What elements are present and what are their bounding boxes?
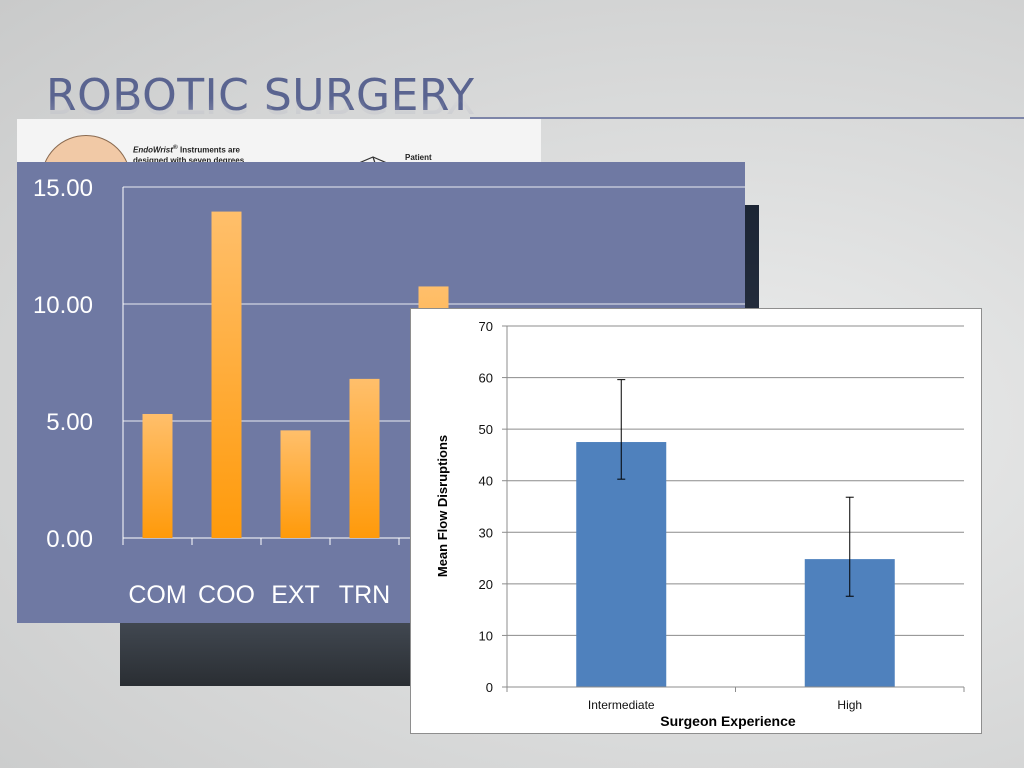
- caption-line1: Instruments are: [177, 145, 241, 155]
- y-tick-label-3: 15.00: [33, 175, 93, 202]
- caption-brand: EndoWrist: [133, 145, 173, 155]
- y-tick-label-7: 70: [479, 319, 493, 334]
- y-tick-label-3: 30: [479, 525, 493, 540]
- x-tick-label-0: Intermediate: [588, 698, 655, 712]
- y-tick-label-2: 10.00: [33, 292, 93, 319]
- patient-label: Patient: [405, 153, 432, 162]
- caption-mark: ®: [172, 144, 178, 151]
- instrument-caption: EndoWrist® Instruments are designed with…: [133, 143, 293, 166]
- x-tick-label-1: COO: [198, 581, 255, 609]
- bar-trn: [349, 378, 380, 538]
- x-tick-label-1: High: [837, 698, 862, 712]
- y-axis-title: Mean Flow Disruptions: [435, 435, 450, 577]
- x-tick-label-2: EXT: [271, 581, 320, 609]
- y-tick-label-5: 50: [479, 422, 493, 437]
- bar-com: [142, 413, 173, 538]
- x-axis-title: Surgeon Experience: [660, 713, 796, 729]
- y-tick-label-1: 5.00: [46, 409, 93, 436]
- y-tick-label-2: 20: [479, 577, 493, 592]
- x-tick-label-0: COM: [128, 581, 186, 609]
- bar-intermediate: [576, 442, 667, 687]
- y-tick-label-6: 60: [479, 371, 493, 386]
- y-tick-label-0: 0.00: [46, 526, 93, 553]
- y-tick-label-1: 10: [479, 628, 493, 643]
- title-divider: [470, 117, 1024, 119]
- caption-line2: designed with seven degrees: [133, 155, 245, 165]
- flow-disruption-chart-svg: 0 10 20 30 40 50 60 70 Intermediate High Surgeon E…: [435, 319, 965, 729]
- slide-title: ROBOTIC SURGERY: [46, 70, 475, 121]
- y-tick-label-0: 0: [486, 680, 493, 695]
- y-tick-label-4: 40: [479, 474, 493, 489]
- bar-coo: [211, 211, 242, 538]
- flow-disruption-chart: 0 10 20 30 40 50 60 70 Intermediate High Surgeon E…: [410, 308, 982, 734]
- bar-ext: [280, 430, 311, 538]
- x-tick-label-3: TRN: [339, 581, 390, 609]
